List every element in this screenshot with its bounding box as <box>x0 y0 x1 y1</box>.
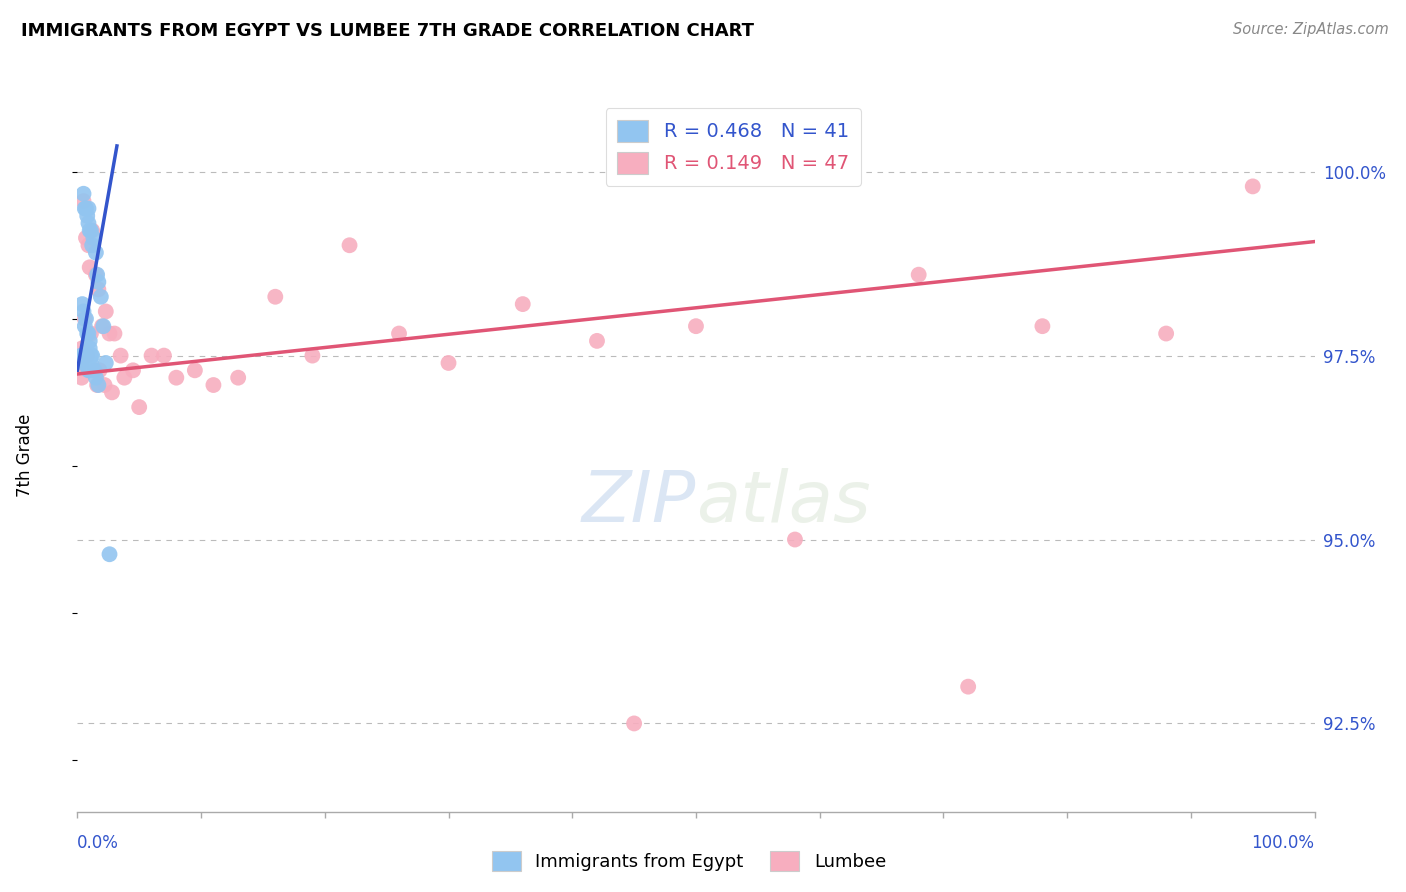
Point <box>339 238 361 252</box>
Point <box>957 680 980 694</box>
Point <box>98 547 121 561</box>
Point <box>101 385 124 400</box>
Point <box>264 290 287 304</box>
Point <box>79 363 101 377</box>
Point <box>72 341 94 355</box>
Point <box>79 341 101 355</box>
Point <box>87 275 110 289</box>
Point <box>80 349 103 363</box>
Point <box>226 370 249 384</box>
Point <box>75 311 97 326</box>
Text: Source: ZipAtlas.com: Source: ZipAtlas.com <box>1233 22 1389 37</box>
Point <box>783 533 806 547</box>
Point <box>86 378 108 392</box>
Point <box>110 349 132 363</box>
Text: 0.0%: 0.0% <box>77 834 120 852</box>
Point <box>77 216 100 230</box>
Point <box>86 268 108 282</box>
Point <box>76 326 98 341</box>
Point <box>94 304 117 318</box>
Point <box>512 297 534 311</box>
Point <box>79 260 101 275</box>
Point <box>112 370 135 384</box>
Legend: R = 0.468   N = 41, R = 0.149   N = 47: R = 0.468 N = 41, R = 0.149 N = 47 <box>606 108 860 186</box>
Point <box>388 326 411 341</box>
Point <box>80 356 103 370</box>
Point <box>79 334 101 348</box>
Point <box>685 319 707 334</box>
Point <box>77 202 100 216</box>
Point <box>84 370 107 384</box>
Point <box>82 223 104 237</box>
Point <box>79 223 101 237</box>
Point <box>70 370 93 384</box>
Point <box>91 319 114 334</box>
Legend: Immigrants from Egypt, Lumbee: Immigrants from Egypt, Lumbee <box>485 844 893 879</box>
Point <box>73 349 96 363</box>
Point <box>84 268 107 282</box>
Point <box>1154 326 1177 341</box>
Point <box>103 326 125 341</box>
Point <box>623 716 645 731</box>
Text: IMMIGRANTS FROM EGYPT VS LUMBEE 7TH GRADE CORRELATION CHART: IMMIGRANTS FROM EGYPT VS LUMBEE 7TH GRAD… <box>21 22 754 40</box>
Point <box>77 326 100 341</box>
Point <box>93 378 115 392</box>
Text: 100.0%: 100.0% <box>1251 834 1315 852</box>
Point <box>141 349 163 363</box>
Point <box>72 297 94 311</box>
Point <box>184 363 207 377</box>
Point <box>77 238 100 252</box>
Point <box>128 400 150 414</box>
Point <box>73 319 96 334</box>
Point <box>72 194 94 208</box>
Point <box>70 356 93 370</box>
Point <box>84 245 107 260</box>
Point <box>75 202 97 216</box>
Point <box>73 311 96 326</box>
Point <box>87 378 110 392</box>
Point <box>91 319 114 334</box>
Text: ZIP: ZIP <box>582 468 696 537</box>
Point <box>82 363 104 377</box>
Point <box>76 209 98 223</box>
Point <box>165 370 187 384</box>
Point <box>77 363 100 377</box>
Point <box>90 290 112 304</box>
Point <box>83 363 105 377</box>
Point <box>82 231 104 245</box>
Point <box>1241 179 1264 194</box>
Point <box>70 349 93 363</box>
Point <box>72 356 94 370</box>
Point <box>75 356 97 370</box>
Point <box>76 349 98 363</box>
Text: 7th Grade: 7th Grade <box>15 413 34 497</box>
Point <box>72 304 94 318</box>
Point <box>82 238 104 252</box>
Point <box>72 186 94 201</box>
Point <box>83 363 105 377</box>
Point <box>301 349 323 363</box>
Point <box>73 202 96 216</box>
Point <box>82 363 104 377</box>
Point <box>122 363 145 377</box>
Point <box>82 349 104 363</box>
Point <box>94 356 117 370</box>
Point <box>202 378 225 392</box>
Point <box>89 363 111 377</box>
Point <box>80 223 103 237</box>
Text: atlas: atlas <box>696 468 870 537</box>
Point <box>1031 319 1053 334</box>
Point <box>75 231 97 245</box>
Point <box>80 326 103 341</box>
Point <box>87 282 110 296</box>
Point <box>98 326 121 341</box>
Point <box>586 334 609 348</box>
Point <box>907 268 929 282</box>
Point <box>437 356 460 370</box>
Point <box>72 349 94 363</box>
Point <box>153 349 176 363</box>
Point <box>76 356 98 370</box>
